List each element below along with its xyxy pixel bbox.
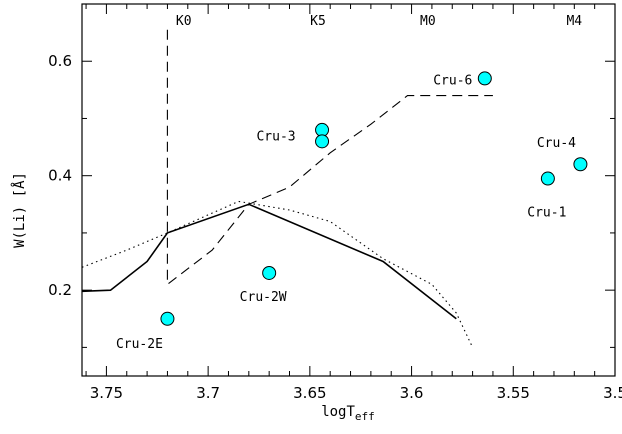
spectral-type-label: M4 (566, 14, 582, 29)
data-point (540, 171, 555, 186)
x-tick-label: 3.6 (400, 384, 424, 402)
x-axis-ticks: 3.75 3.7 3.65 3.6 3.55 3.5 (85, 4, 622, 402)
point-label: Cru-2W (240, 290, 287, 305)
dotted-curve (81, 200, 474, 348)
point-labels: Cru-6 Cru-3 Cru-4 Cru-1 Cru-2W Cru-2E (116, 73, 576, 351)
point-label: Cru-6 (433, 73, 472, 88)
solid-curve (81, 203, 457, 320)
spectral-type-label: K0 (176, 14, 192, 29)
curves (81, 29, 493, 348)
spectral-type-label: K5 (310, 14, 326, 29)
x-axis-label-subscript: eff (355, 410, 375, 423)
x-tick-label: 3.65 (293, 384, 326, 402)
x-tick-label: 3.7 (196, 384, 220, 402)
data-point (315, 134, 330, 149)
data-point (160, 311, 175, 326)
y-tick-label: 0.2 (48, 281, 72, 299)
plot-frame (81, 3, 616, 377)
x-axis-label-main: logT (321, 404, 355, 420)
dashed-curve (166, 29, 493, 286)
data-point (477, 71, 492, 86)
point-label: Cru-3 (256, 130, 295, 145)
x-tick-label: 3.55 (497, 384, 530, 402)
data-point (573, 157, 588, 172)
y-tick-label: 0.4 (48, 167, 72, 185)
data-points (160, 71, 588, 326)
x-tick-label: 3.5 (603, 384, 622, 402)
spectral-type-label: M0 (420, 14, 436, 29)
y-axis-ticks: 0.2 0.4 0.6 (48, 52, 615, 348)
point-label: Cru-4 (537, 136, 576, 151)
y-tick-label: 0.6 (48, 52, 72, 70)
data-point (262, 265, 277, 280)
x-tick-label: 3.75 (90, 384, 123, 402)
x-axis-label: logTeff (321, 404, 375, 423)
plot-area (81, 3, 616, 377)
spectral-type-markers: K0 K5 M0 M4 (176, 14, 582, 29)
point-label: Cru-1 (527, 206, 566, 221)
point-label: Cru-2E (116, 337, 163, 352)
y-axis-label: W(Li) [Å] (11, 172, 28, 248)
